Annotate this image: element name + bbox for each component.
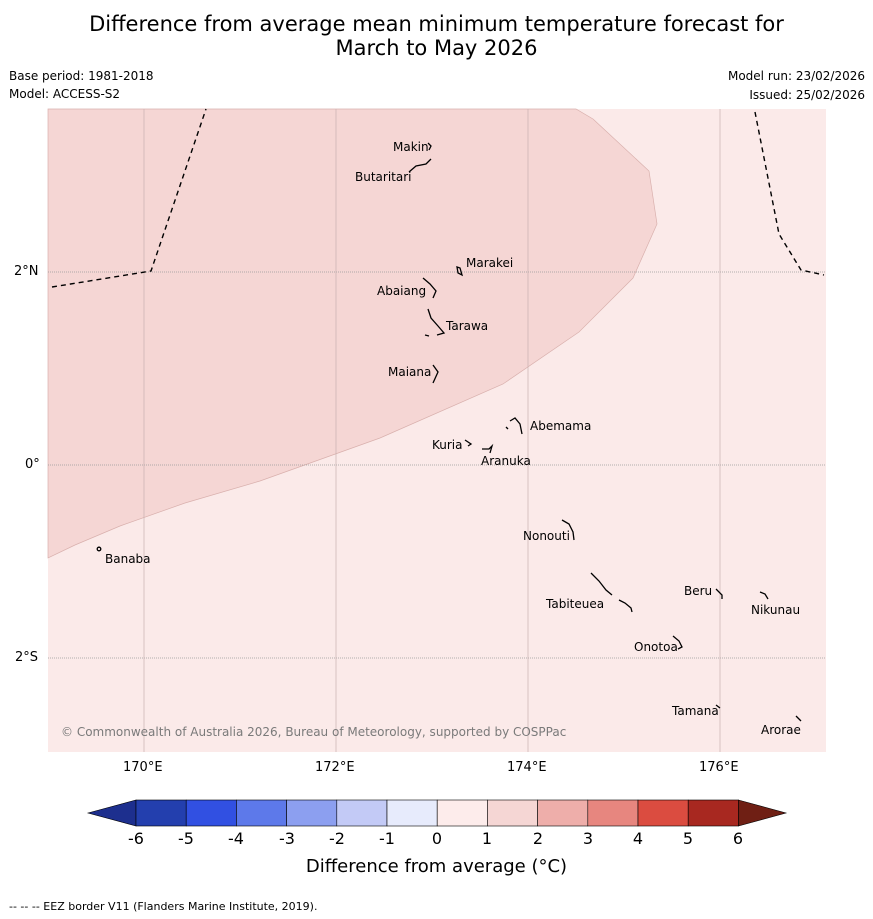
colorbar-bin	[386, 799, 438, 827]
colorbar-bin	[687, 799, 739, 827]
colorbar-low-extension	[86, 799, 137, 827]
colorbar-bin	[135, 799, 187, 827]
lon-label-170e: 170°E	[123, 760, 163, 775]
colorbar-bin	[637, 799, 689, 827]
colorbar-tick: 6	[732, 829, 744, 848]
colorbar-label: Difference from average (°C)	[305, 856, 568, 877]
colorbar-tick: -1	[379, 829, 395, 848]
model-name: Model: ACCESS-S2	[9, 87, 121, 101]
colorbar-tick: 2	[532, 829, 544, 848]
colorbar-bin	[487, 799, 538, 827]
model-run-date: Model run: 23/02/2026	[727, 69, 865, 83]
colorbar-bin	[436, 799, 488, 827]
island-label-butaritari: Butaritari	[355, 170, 412, 184]
island-label-abemama: Abemama	[530, 419, 591, 433]
island-label-maiana: Maiana	[388, 365, 431, 379]
eez-footnote: -- -- -- EEZ border V11 (Flanders Marine…	[9, 900, 318, 913]
base-period: Base period: 1981-2018	[9, 69, 154, 83]
island-label-abaiang: Abaiang	[377, 284, 426, 298]
island-label-marakei: Marakei	[466, 256, 513, 270]
island-label-makin: Makin	[393, 140, 429, 154]
copyright-notice: © Commonwealth of Australia 2026, Bureau…	[61, 725, 566, 739]
colorbar-tick: 5	[682, 829, 694, 848]
colorbar-tick: -3	[279, 829, 295, 848]
island-label-beru: Beru	[684, 584, 712, 598]
lon-label-176e: 176°E	[699, 760, 739, 775]
island-label-banaba: Banaba	[105, 552, 151, 566]
anomaly-zone-1-2	[47, 108, 658, 559]
graticule	[48, 109, 826, 752]
island-label-arorae: Arorae	[761, 723, 801, 737]
colorbar-high-extension	[738, 799, 788, 827]
island-label-tarawa: Tarawa	[445, 319, 488, 333]
colorbar-tick: -5	[178, 829, 194, 848]
colorbar-tick: 1	[481, 829, 493, 848]
island-label-nonouti: Nonouti	[523, 529, 570, 543]
island-label-aranuka: Aranuka	[481, 454, 531, 468]
colorbar-tick: -4	[228, 829, 244, 848]
colorbar-bin	[286, 799, 338, 827]
colorbar-bin	[587, 799, 639, 827]
lat-label-2s: 2°S	[15, 650, 39, 665]
island-label-onotoa: Onotoa	[634, 640, 678, 654]
colorbar-tick: -2	[329, 829, 345, 848]
island-label-nikunau: Nikunau	[751, 603, 800, 617]
lat-label-2n: 2°N	[14, 264, 39, 279]
issued-date: Issued: 25/02/2026	[749, 88, 865, 102]
lat-label-0: 0°	[25, 457, 40, 472]
colorbar-bin	[336, 799, 388, 827]
chart-title-line1: Difference from average mean minimum tem…	[89, 12, 784, 36]
island-label-tabiteuea: Tabiteuea	[545, 597, 604, 611]
colorbar	[86, 799, 788, 827]
colorbar-bin	[537, 799, 589, 827]
colorbar-tick: 3	[582, 829, 594, 848]
colorbar-tick: 0	[431, 829, 443, 848]
eez-border	[51, 108, 825, 288]
chart-title-line2: March to May 2026	[335, 36, 538, 60]
colorbar-bin	[236, 799, 287, 827]
island-label-kuria: Kuria	[432, 438, 463, 452]
island-outlines	[96, 142, 802, 722]
colorbar-bin	[185, 799, 237, 827]
island-label-tamana: Tamana	[671, 704, 719, 718]
lon-label-172e: 172°E	[315, 760, 355, 775]
colorbar-tick: -6	[128, 829, 144, 848]
colorbar-tick: 4	[632, 829, 644, 848]
lon-label-174e: 174°E	[507, 760, 547, 775]
